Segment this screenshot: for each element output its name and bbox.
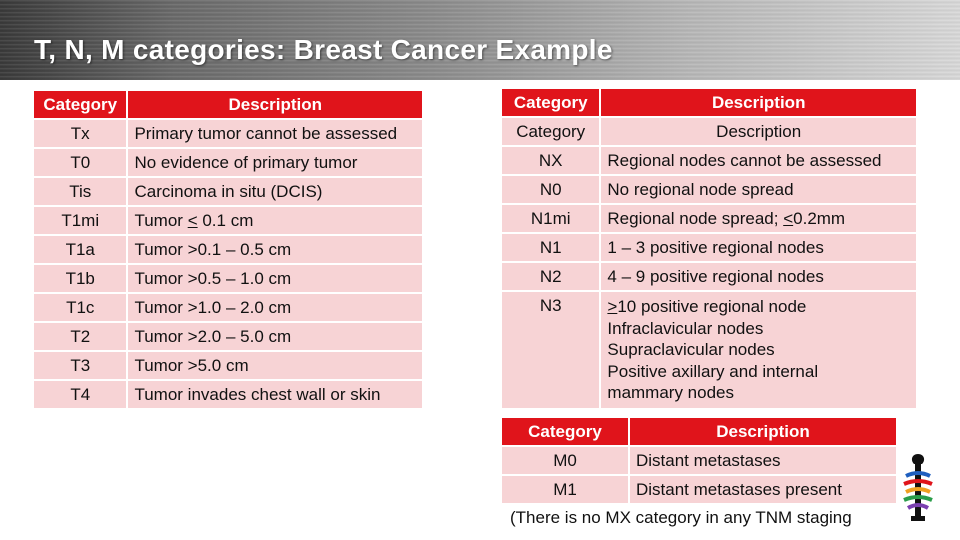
- table-row: Category Description: [502, 118, 916, 145]
- title-banner: T, N, M categories: Breast Cancer Exampl…: [0, 0, 960, 80]
- n-category-cell: N1: [502, 234, 600, 261]
- ribbon-logo-icon: [903, 454, 933, 521]
- desc-symbol: >: [607, 297, 618, 316]
- t-category-table: Category Description Tx Primary tumor ca…: [32, 89, 424, 410]
- t-category-cell: Tx: [34, 120, 127, 147]
- t-category-cell: T1c: [34, 294, 127, 321]
- t-description-cell: Tumor invades chest wall or skin: [128, 381, 422, 408]
- t-header-description: Description: [128, 91, 422, 118]
- table-row: T0 No evidence of primary tumor: [34, 149, 422, 176]
- n-header-category: Category: [502, 89, 600, 116]
- table-row: T1b Tumor >0.5 – 1.0 cm: [34, 265, 422, 292]
- table-row: N2 4 – 9 positive regional nodes: [502, 263, 916, 290]
- m-category-table: Category Description M0 Distant metastas…: [500, 416, 898, 533]
- t-description-cell: Primary tumor cannot be assessed: [128, 120, 422, 147]
- desc-text: Tumor: [134, 210, 188, 230]
- n-description-cell: No regional node spread: [601, 176, 916, 203]
- t-description-cell: No evidence of primary tumor: [128, 149, 422, 176]
- n-description-cell: >10 positive regional node Infraclavicul…: [601, 292, 916, 408]
- table-row: Tx Primary tumor cannot be assessed: [34, 120, 422, 147]
- n-category-cell: NX: [502, 147, 600, 174]
- t-description-cell: Tumor >5.0 cm: [128, 352, 422, 379]
- table-row: T1c Tumor >1.0 – 2.0 cm: [34, 294, 422, 321]
- table-row: T4 Tumor invades chest wall or skin: [34, 381, 422, 408]
- t-category-cell: T1a: [34, 236, 127, 263]
- t-header-category: Category: [34, 91, 127, 118]
- desc-symbol: <: [187, 210, 198, 230]
- table-row: Tis Carcinoma in situ (DCIS): [34, 178, 422, 205]
- table-row: T1a Tumor >0.1 – 0.5 cm: [34, 236, 422, 263]
- desc-line: Supraclavicular nodes: [607, 340, 775, 359]
- t-category-cell: T0: [34, 149, 127, 176]
- m-header-category: Category: [502, 418, 628, 445]
- desc-text: 0.2mm: [793, 208, 846, 228]
- table-row: NX Regional nodes cannot be assessed: [502, 147, 916, 174]
- desc-line: Positive axillary and internal: [607, 361, 819, 381]
- table-row: T3 Tumor >5.0 cm: [34, 352, 422, 379]
- n-category-cell: Category: [502, 118, 600, 145]
- desc-line: Infraclavicular nodes: [607, 318, 764, 338]
- banner-texture: [0, 0, 960, 80]
- table-row: N3 >10 positive regional node Infraclavi…: [502, 292, 916, 408]
- table-row: N1 1 – 3 positive regional nodes: [502, 234, 916, 261]
- desc-text: 0.1 cm: [197, 210, 254, 230]
- t-category-cell: T4: [34, 381, 127, 408]
- t-category-cell: Tis: [34, 178, 127, 205]
- table-row: T2 Tumor >2.0 – 5.0 cm: [34, 323, 422, 350]
- n-description-cell: 4 – 9 positive regional nodes: [601, 263, 916, 290]
- t-category-cell: T2: [34, 323, 127, 350]
- m-description-cell: Distant metastases present: [630, 476, 896, 503]
- table-row: T1mi Tumor < 0.1 cm: [34, 207, 422, 234]
- m-category-cell: M1: [502, 476, 628, 503]
- m-header-description: Description: [630, 418, 896, 445]
- n-description-cell: Description: [601, 118, 916, 145]
- t-description-cell: Tumor >0.5 – 1.0 cm: [128, 265, 422, 292]
- t-category-cell: T1b: [34, 265, 127, 292]
- t-description-cell: Tumor >2.0 – 5.0 cm: [128, 323, 422, 350]
- m-category-cell: M0: [502, 447, 628, 474]
- desc-line: mammary nodes: [607, 383, 735, 402]
- t-description-cell: Carcinoma in situ (DCIS): [128, 178, 422, 205]
- table-row: N0 No regional node spread: [502, 176, 916, 203]
- desc-text: Regional node spread;: [607, 208, 784, 228]
- table-row: M1 Distant metastases present: [502, 476, 896, 503]
- desc-text: 10 positive regional node: [617, 297, 807, 316]
- table-row: M0 Distant metastases: [502, 447, 896, 474]
- desc-symbol: <: [783, 208, 794, 228]
- n-category-table: Category Description Category Descriptio…: [500, 87, 918, 410]
- t-category-cell: T1mi: [34, 207, 127, 234]
- n-description-cell: 1 – 3 positive regional nodes: [601, 234, 916, 261]
- table-row: (There is no MX category in any TNM stag…: [502, 505, 896, 531]
- t-description-cell: Tumor >0.1 – 0.5 cm: [128, 236, 422, 263]
- n-category-cell: N1mi: [502, 205, 600, 232]
- n-category-cell: N3: [502, 292, 600, 408]
- n-header-description: Description: [601, 89, 916, 116]
- n-category-cell: N0: [502, 176, 600, 203]
- m-table-note: (There is no MX category in any TNM stag…: [502, 505, 896, 531]
- table-row: N1mi Regional node spread; <0.2mm: [502, 205, 916, 232]
- desc-line: >10 positive regional node: [607, 296, 910, 318]
- slide-title: T, N, M categories: Breast Cancer Exampl…: [34, 34, 613, 65]
- t-description-cell: Tumor < 0.1 cm: [128, 207, 422, 234]
- n-description-cell: Regional node spread; <0.2mm: [601, 205, 916, 232]
- t-description-cell: Tumor >1.0 – 2.0 cm: [128, 294, 422, 321]
- t-category-cell: T3: [34, 352, 127, 379]
- m-description-cell: Distant metastases: [630, 447, 896, 474]
- n-description-cell: Regional nodes cannot be assessed: [601, 147, 916, 174]
- n-category-cell: N2: [502, 263, 600, 290]
